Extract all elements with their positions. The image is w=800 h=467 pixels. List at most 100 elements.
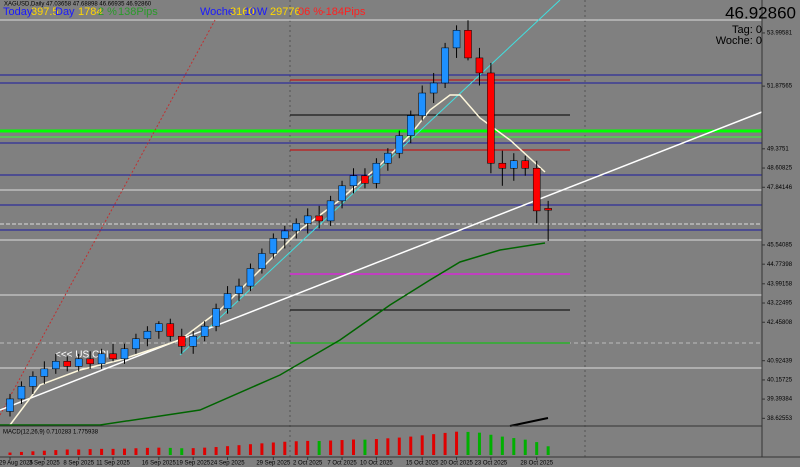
macd-bar xyxy=(31,451,35,455)
macd-bar xyxy=(271,442,275,455)
macd-bar xyxy=(489,434,493,455)
y-tick-label: 48.60825 xyxy=(767,166,793,172)
candle-body xyxy=(258,253,266,269)
candle-body xyxy=(464,30,472,59)
macd-bar xyxy=(54,450,58,455)
macd-bar xyxy=(500,436,504,455)
macd-bar xyxy=(283,441,287,455)
macd-bar xyxy=(363,439,367,455)
candle-body xyxy=(487,72,495,164)
candle-body xyxy=(212,308,220,327)
candle-body xyxy=(429,82,438,94)
candle-body xyxy=(292,223,300,232)
candle-body xyxy=(326,200,335,222)
macd-bar xyxy=(111,448,115,455)
candle-body xyxy=(395,135,404,154)
x-tick-label: 10 Oct 2025 xyxy=(360,461,393,467)
candle-body xyxy=(281,230,289,239)
macd-bar xyxy=(386,438,390,455)
x-tick-label: 29 Sep 2025 xyxy=(256,461,291,467)
macd-bar xyxy=(145,447,149,455)
macd-bar xyxy=(168,447,172,455)
candle-body xyxy=(544,208,552,211)
x-tick-label: 29 Aug 2025 xyxy=(0,461,34,467)
macd-bar xyxy=(226,446,230,455)
info-text: Day xyxy=(55,6,75,18)
macd-bar xyxy=(8,452,12,455)
macd-bar xyxy=(397,437,401,455)
macd-bar xyxy=(455,431,459,455)
candle-body xyxy=(246,268,255,287)
macd-bar xyxy=(157,447,161,455)
candle-body xyxy=(40,368,49,377)
macd-bar xyxy=(329,440,333,455)
header: XAGUSD,Daily 47.03658 47.68898 46.66935 … xyxy=(4,2,152,8)
candle-body xyxy=(384,152,392,164)
x-tick-label: 19 Sep 2025 xyxy=(176,461,211,467)
candle-body xyxy=(109,353,117,360)
candle-body xyxy=(52,361,60,370)
candle-body xyxy=(74,358,83,367)
candle-body xyxy=(120,348,129,360)
info-text: 2 % xyxy=(98,6,117,18)
y-tick-label: 45.54085 xyxy=(767,243,793,249)
x-tick-label: 11 Sep 2025 xyxy=(96,461,130,467)
macd-bar xyxy=(77,449,81,455)
info-text: -184Pips xyxy=(322,6,366,18)
macd-bar xyxy=(317,441,321,455)
candle-body xyxy=(235,285,243,294)
macd-bar xyxy=(42,450,46,455)
trend-line xyxy=(0,111,763,411)
candle-body xyxy=(143,330,152,339)
info-text: 397.5 xyxy=(31,6,59,18)
y-tick-label: 44.77398 xyxy=(767,262,793,268)
x-tick-label: 16 Sep 2025 xyxy=(142,461,177,467)
macd-bar xyxy=(100,448,104,455)
candle-body xyxy=(441,47,449,84)
macd-bar xyxy=(409,436,413,455)
candle-body xyxy=(6,398,14,412)
macd-bar xyxy=(248,444,252,455)
candle-body xyxy=(418,92,426,116)
candle-body xyxy=(189,335,197,347)
macd-bar xyxy=(180,448,184,455)
y-tick-label: 40.92439 xyxy=(767,358,793,364)
annotation: <<< US CPI xyxy=(55,350,109,361)
candle-body xyxy=(315,215,323,222)
x-tick-label: 23 Oct 2025 xyxy=(475,461,508,467)
y-tick-label: 38.62553 xyxy=(767,416,793,422)
week-count: Woche: 0 xyxy=(716,35,762,47)
x-tick-label: 8 Sep 2025 xyxy=(63,461,94,467)
candle-body xyxy=(155,323,163,332)
macd-bar xyxy=(306,440,310,455)
y-tick-label: 39.39384 xyxy=(767,397,793,403)
candle-body xyxy=(29,376,37,387)
macd-bar xyxy=(374,439,378,455)
x-tick-label: 28 Oct 2025 xyxy=(520,461,553,467)
macd-bar xyxy=(340,440,344,455)
info-text: Woche xyxy=(200,6,234,18)
macd-bar xyxy=(535,442,539,455)
candle-body xyxy=(303,215,312,224)
candle-body xyxy=(510,160,518,169)
y-tick-label: 49.3751 xyxy=(767,146,789,152)
candle-body xyxy=(178,335,186,347)
candle-body xyxy=(132,338,140,350)
info-text: 10 xyxy=(244,6,256,18)
macd-arrow xyxy=(509,417,549,427)
candle-body xyxy=(475,57,484,74)
macd-bar xyxy=(420,435,424,455)
candle-body xyxy=(223,293,232,309)
trend-line xyxy=(179,0,561,356)
info-mid: Woche 3160 10 W 29776 06 % -184Pips xyxy=(200,6,366,18)
info-text: 138Pips xyxy=(118,6,158,18)
candle-body xyxy=(17,386,26,400)
macd-bar xyxy=(19,451,23,455)
y-tick-label: 43.99158 xyxy=(767,281,793,287)
info-left: Today 397.5 Day 1784 2 % 138Pips xyxy=(3,6,158,18)
info-text: 06 % xyxy=(298,6,323,18)
macd-label: MACD(12,26,9) 0.710283 1.775938 xyxy=(3,430,99,436)
info-text: 3160 xyxy=(230,6,254,18)
